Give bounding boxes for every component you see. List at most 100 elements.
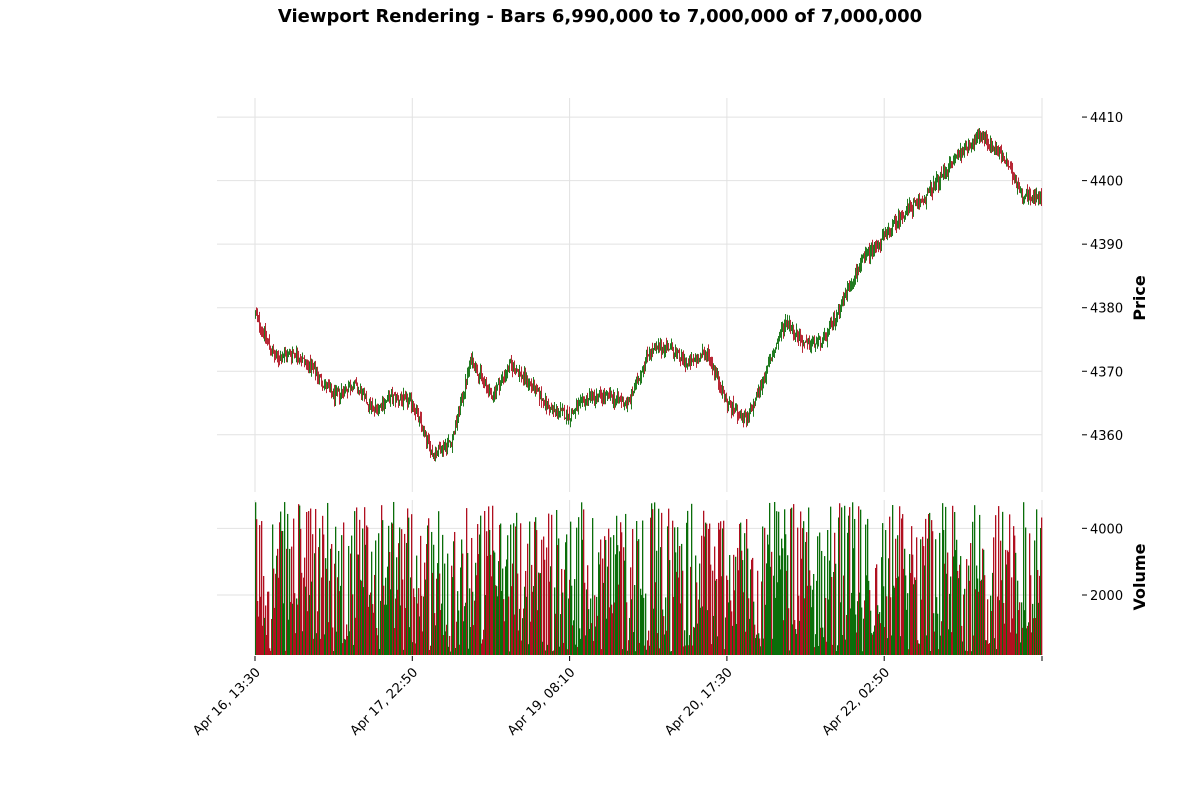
volume-bar [974,505,976,655]
volume-bar [518,630,520,655]
volume-bar [1035,617,1037,655]
volume-bar [364,507,366,655]
volume-bar [824,556,826,655]
volume-bar [444,563,446,655]
volume-bar [834,532,836,655]
volume-bar [452,577,454,655]
volume-bar [264,617,266,655]
volume-bar [878,614,880,655]
volume-bar [769,502,771,655]
volume-bar [428,518,430,655]
volume-bar [897,535,899,655]
volume-bars [255,501,1043,655]
volume-bar [512,563,514,655]
volume-bar [511,586,513,655]
volume-bar [709,523,711,655]
volume-bar [765,604,767,655]
volume-bar [836,651,838,655]
volume-bar [783,620,785,655]
volume-bar [359,519,361,655]
volume-bar [561,568,563,655]
volume-bar [575,644,577,655]
volume-bar [706,523,708,655]
volume-bar [308,511,310,655]
volume-bar [498,561,500,655]
volume-bar [302,631,304,655]
volume-bar [336,631,338,655]
volume-bar [531,564,533,655]
x-tick-label: Apr 19, 08:10 [505,665,578,738]
volume-bar [736,623,738,655]
volume-bar [497,596,499,655]
volume-bar [787,555,789,655]
volume-bar [505,566,507,655]
volume-bar [691,503,693,655]
volume-bar [390,589,392,655]
volume-bar [596,596,598,655]
volume-bar [724,649,726,655]
volume-bar [1018,610,1020,655]
volume-bar [360,579,362,655]
volume-bar [1027,625,1029,655]
volume-bar [503,599,505,655]
volume-bar [468,648,470,655]
volume-bar [286,548,288,655]
volume-bar [282,530,284,655]
volume-bar [262,625,264,655]
volume-bar [994,638,996,655]
volume-bar [718,522,720,655]
volume-bar [764,527,766,655]
volume-bar [280,511,282,655]
volume-bar [761,581,763,655]
volume-bar [686,522,688,655]
volume-bar [279,522,281,655]
volume-bar [1026,628,1028,655]
volume-bar [997,596,999,655]
volume-bar [397,589,399,655]
volume-bar [351,535,353,655]
volume-bar [385,577,387,655]
volume-bar [284,502,286,655]
volume-bar [843,575,845,655]
volume-bar [894,587,896,655]
volume-bar [436,578,438,655]
volume-bar [461,539,463,655]
volume-bar [759,638,761,655]
volume-bar [648,630,650,655]
volume-bar [546,547,548,655]
volume-bar [891,635,893,655]
volume-bar [933,613,935,655]
volume-bar [521,640,523,655]
volume-bar [976,565,978,655]
volume-bar [1037,569,1039,655]
volume-bar [984,575,986,655]
volume-bar [937,613,939,655]
volume-bar [895,538,897,655]
volume-bar [261,521,263,655]
volume-bar [776,511,778,655]
price-candles [255,128,1042,462]
volume-bar [406,542,408,655]
volume-bar [492,505,494,655]
volume-bar [508,596,510,655]
volume-bar [345,639,347,655]
volume-bar [469,588,471,655]
volume-bar [540,573,542,655]
volume-bar [1036,509,1038,655]
volume-bar [876,564,878,655]
volume-bar [646,649,648,655]
volume-bar [628,640,630,655]
volume-bar [619,551,621,655]
volume-bar [701,535,703,655]
volume-bar [398,543,400,655]
volume-bar [863,618,865,655]
volume-bar [460,567,462,655]
volume-bar [434,613,436,655]
volume-bar [749,618,751,655]
volume-bar [942,503,944,655]
volume-bar [624,560,626,655]
volume-bar [751,559,753,655]
volume-bar [566,534,568,655]
volume-bar [332,627,334,655]
